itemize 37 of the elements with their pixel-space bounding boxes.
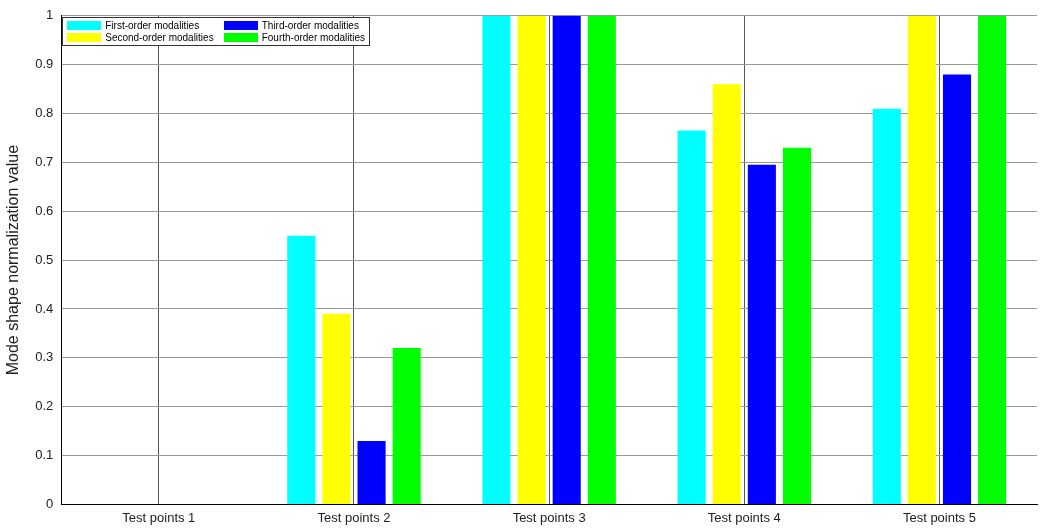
y-axis-title: Mode shape normalization value [4, 144, 22, 376]
bar [552, 15, 581, 504]
y-tick-label: 0.5 [35, 251, 54, 267]
bar [392, 348, 421, 504]
y-tick-label: 0.4 [35, 300, 54, 316]
bar [677, 130, 706, 504]
y-tick-label: 0.2 [35, 398, 54, 414]
x-tick-label: Test points 3 [512, 509, 586, 525]
legend-label: Fourth-order modalities [261, 31, 366, 43]
x-tick-label: Test points 2 [317, 509, 391, 525]
y-tick-label: 0.3 [35, 349, 54, 365]
legend-label: Third-order modalities [261, 19, 359, 31]
x-tick-label: Test points 5 [902, 509, 976, 525]
bar [322, 313, 351, 504]
x-tick-label: Test points 1 [122, 509, 196, 525]
bar [517, 15, 546, 504]
bar [587, 15, 616, 504]
bar [747, 164, 776, 504]
bar [782, 147, 812, 504]
y-tick-label: 0.1 [35, 447, 54, 463]
y-tick-label: 0.6 [35, 202, 54, 218]
bar [482, 15, 511, 504]
bar [978, 15, 1007, 504]
bar [712, 84, 741, 504]
bar [287, 235, 316, 504]
y-tick-label: 0.8 [35, 105, 54, 121]
legend-label: First-order modalities [105, 19, 200, 31]
y-tick-label: 0.7 [35, 153, 54, 169]
y-tick-label: 0.9 [35, 56, 54, 72]
bar [907, 15, 936, 504]
legend-label: Second-order modalities [105, 31, 214, 43]
bar [942, 74, 972, 504]
bar [357, 440, 386, 504]
y-tick-label: 1 [46, 7, 54, 23]
bar [872, 108, 901, 504]
x-tick-label: Test points 4 [707, 509, 781, 525]
y-tick-label: 0 [46, 495, 54, 511]
